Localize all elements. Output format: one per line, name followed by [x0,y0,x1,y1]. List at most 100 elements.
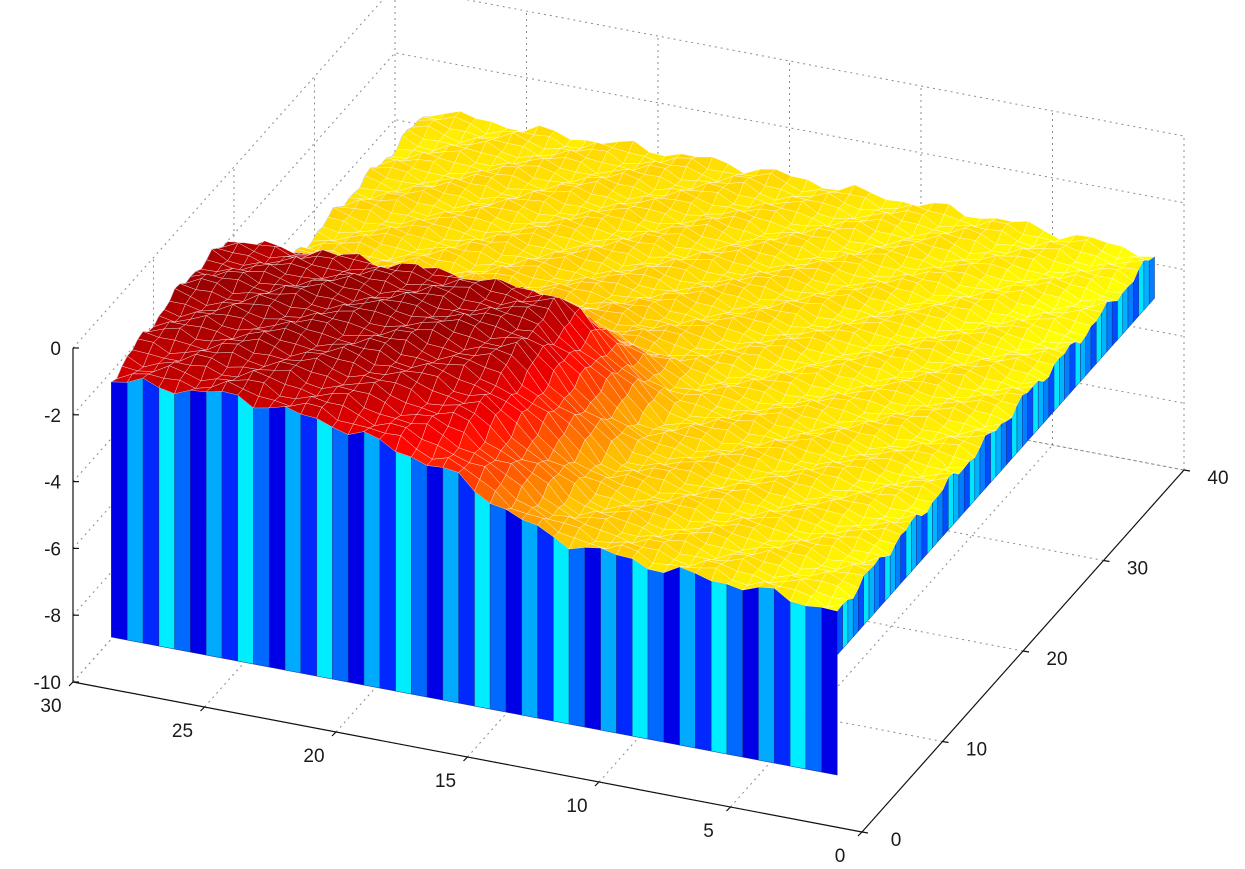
surface-wall-strip [1122,285,1129,335]
surface-wall-strip [969,457,976,507]
surface-wall-strip [126,377,144,644]
surface-wall-strip [821,606,838,776]
surface-wall-strip [916,513,923,567]
surface-wall-strip [411,456,428,698]
z-tick-label: -4 [44,473,61,494]
surface-wall-strip [884,554,891,603]
x-tick-label: 25 [172,721,193,742]
surface-wall-strip [489,503,507,713]
surface-wall-strip [921,511,928,561]
y-tick-mark [1183,469,1191,472]
surface-mesh [110,110,1156,612]
surface-wall-strip [710,580,728,755]
surface-wall-strip [647,568,664,743]
x-tick-label: 15 [435,771,456,792]
y-tick-mark [1103,559,1110,563]
surface-wall-strip [158,387,175,650]
surface-wall-strip [300,413,317,677]
surface-wall-strip [442,467,459,704]
surface-wall-strip [616,554,633,737]
tick-labels: 0 5 10 15 20 25 30 0 10 20 30 40 -10 -8 -6 -4 -2 0 [34,339,1229,867]
surface-wall-strip [332,426,349,683]
surface-wall-strip [726,583,743,758]
surface-wall-strip [953,472,960,525]
z-tick-label: -6 [44,539,61,560]
x-tick-label: 20 [303,746,324,767]
y-tick-mark [861,831,869,834]
x-tick-mark [331,731,337,737]
surface-wall-strip [268,406,286,671]
z-tick-label: -10 [34,673,61,694]
surface-wall-strip [948,472,954,531]
x-tick-label: 5 [703,821,714,842]
surface-wall-strip [911,513,917,573]
z-tick-label: 0 [50,339,61,360]
surface-wall-strip [1006,417,1013,466]
surface-wall-strip [1037,380,1044,430]
x-tick-label: 30 [40,696,61,717]
surface-wall-strip [221,390,238,662]
surface-wall-strip [847,598,854,644]
grid-line-x-floor [730,444,1053,808]
surface-wall-strip [1069,341,1076,395]
surface-wall-strip [111,381,128,641]
surface-wall-strip [253,407,270,668]
x-tick-mark [68,681,74,687]
surface-wall-strip [1032,380,1039,436]
surface-wall-strip [1022,392,1028,448]
surface-wall-strip [1074,341,1081,389]
surface-wall-strip [284,406,302,674]
surface-wall-strip [1053,357,1060,412]
y-tick-mark [942,740,949,744]
surface-wall-strip [316,417,333,680]
surface-wall-strip [395,451,412,695]
z-tick-label: -2 [44,406,61,427]
surface-wall-strip [663,566,680,746]
surface-wall-strip [742,586,759,761]
surface-wall-strip [863,569,870,626]
surface-wall-strip [584,547,601,731]
surface-cell [821,604,844,612]
y-tick-label: 20 [1046,649,1067,670]
surface-wall-strip [1138,259,1145,317]
surface-wall-strip [505,508,522,716]
x-tick-mark [726,806,731,812]
x-tick-mark [594,781,600,787]
surface-wall-strip [1064,343,1071,400]
surface-wall-strip [842,599,849,650]
surface-wall-strip [568,547,586,728]
surface-wall-strip [900,529,907,585]
surface-wall-strip [458,471,475,707]
z-tick-label: -8 [44,606,61,627]
surface-wall-strip [1143,260,1150,311]
surface-wall-strip [553,536,570,725]
surface-wall-strip [1000,420,1007,472]
grid-line-y-floor [233,500,1024,652]
x-tick-label: 10 [566,796,587,817]
surface-wall-strip [773,587,791,767]
y-tick-label: 40 [1207,468,1228,489]
y-tick-label: 0 [891,830,902,851]
surface-wall-strip [963,460,970,513]
surface-wall-strip [837,603,843,656]
surface-wall-strip [937,488,944,543]
surface-wall-strip [1090,320,1097,371]
surface-wall-strip [958,467,965,519]
surface-wall-strip [363,431,380,689]
surface-wall-strip [758,586,775,764]
grid-line-y-floor [314,410,1104,561]
surface-wall-strip [1059,352,1065,406]
y-tick-mark [1022,650,1030,653]
surface-wall-strip [805,605,822,773]
surface-wall-strip [521,519,538,719]
surface-wall-strip [905,520,912,579]
surface-wall-strip [985,432,991,490]
surface-wall-strip [237,394,254,665]
surface-wall-strip [1111,300,1118,347]
surface-wall-strip [205,390,223,659]
surface-wall-strip [190,389,207,656]
surface-wall-strip [1106,300,1113,353]
surface-wall-strip [537,524,554,722]
surface-wall-strip [1027,385,1034,442]
